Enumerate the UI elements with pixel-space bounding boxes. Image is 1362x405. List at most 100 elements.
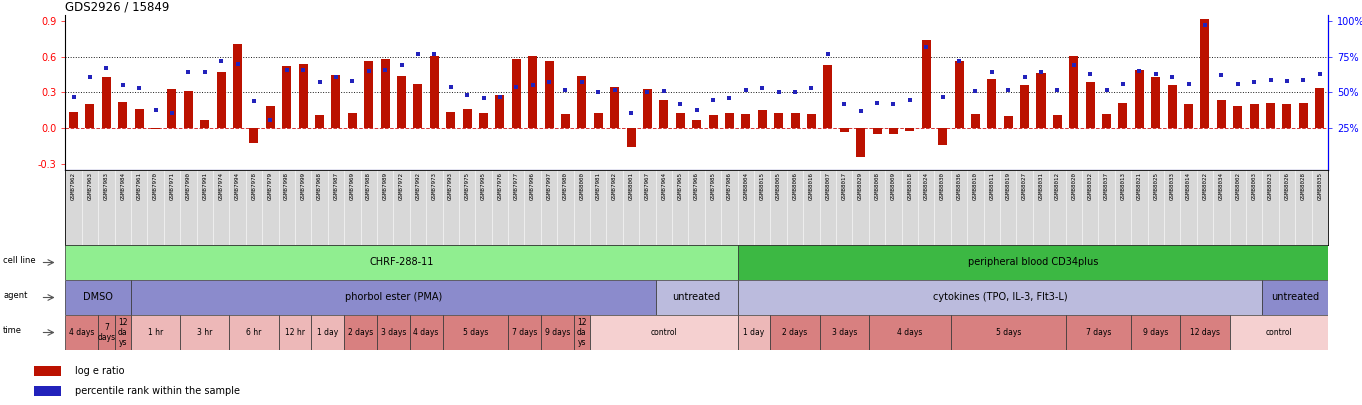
Bar [738, 280, 1263, 315]
Point [358, 68, 380, 74]
Bar [987, 79, 997, 128]
Bar [331, 75, 340, 128]
Text: GSM87988: GSM87988 [366, 172, 372, 200]
Bar [1102, 114, 1111, 128]
Text: 2 days: 2 days [347, 328, 373, 337]
Bar [873, 128, 881, 134]
Bar [217, 72, 226, 128]
Point [948, 58, 970, 64]
Point [866, 99, 888, 106]
Text: GSM88024: GSM88024 [923, 172, 929, 200]
Text: GSM87964: GSM87964 [662, 172, 666, 200]
Point [1194, 22, 1216, 28]
Bar [1036, 73, 1046, 128]
Bar [590, 315, 738, 350]
Bar [1135, 70, 1144, 128]
Bar [771, 315, 820, 350]
Point [242, 98, 264, 104]
Point [375, 66, 396, 73]
Text: GSM88002: GSM88002 [1235, 172, 1241, 200]
Text: GSM88025: GSM88025 [1154, 172, 1158, 200]
Text: 12
da
ys: 12 da ys [118, 318, 128, 347]
Point [63, 94, 84, 100]
Text: GSM87963: GSM87963 [87, 172, 93, 200]
Text: GSM88030: GSM88030 [940, 172, 945, 200]
Bar [200, 120, 210, 128]
Point [342, 78, 364, 84]
Point [620, 109, 642, 116]
Bar [102, 77, 110, 128]
Bar [479, 113, 488, 128]
Text: GSM87979: GSM87979 [268, 172, 272, 200]
Text: log e ratio: log e ratio [75, 366, 124, 376]
Bar [676, 113, 685, 128]
Bar [180, 315, 229, 350]
Bar [151, 128, 161, 130]
Bar [347, 113, 357, 128]
Text: GSM88003: GSM88003 [1252, 172, 1257, 200]
Bar [345, 315, 377, 350]
Text: 9 days: 9 days [1143, 328, 1169, 337]
Text: percentile rank within the sample: percentile rank within the sample [75, 386, 240, 396]
Text: control: control [1265, 328, 1293, 337]
Bar [655, 280, 738, 315]
Bar [806, 114, 816, 128]
Bar [627, 128, 636, 147]
Text: GSM88031: GSM88031 [1038, 172, 1043, 200]
Text: GSM87976: GSM87976 [497, 172, 503, 200]
Point [801, 85, 823, 92]
Text: GSM87986: GSM87986 [727, 172, 731, 200]
Text: GSM88000: GSM88000 [579, 172, 584, 200]
Bar [1086, 82, 1095, 128]
Bar [971, 114, 979, 128]
Bar [938, 128, 947, 145]
Bar [1053, 115, 1062, 128]
Text: GSM87997: GSM87997 [546, 172, 552, 200]
Text: GSM87974: GSM87974 [219, 172, 223, 200]
Text: GSM88013: GSM88013 [1121, 172, 1125, 200]
Bar [380, 59, 390, 128]
Point [1260, 77, 1282, 83]
Point [161, 109, 183, 116]
Bar [889, 128, 898, 134]
Bar [643, 89, 652, 128]
Point [95, 65, 117, 71]
Text: GSM88015: GSM88015 [760, 172, 764, 200]
Text: 4 days: 4 days [69, 328, 94, 337]
Bar [282, 66, 291, 128]
Text: GSM87992: GSM87992 [415, 172, 421, 200]
Text: GSM88036: GSM88036 [956, 172, 962, 200]
Point [554, 86, 576, 93]
Bar [98, 315, 114, 350]
Text: 3 hr: 3 hr [197, 328, 212, 337]
Text: GSM87977: GSM87977 [513, 172, 519, 200]
Point [407, 51, 429, 57]
Bar [131, 315, 180, 350]
Text: GSM87972: GSM87972 [399, 172, 405, 200]
Point [571, 79, 592, 86]
Bar [1299, 103, 1308, 128]
Text: GSM87965: GSM87965 [678, 172, 682, 200]
Bar [312, 315, 345, 350]
Bar [229, 315, 279, 350]
Bar [1283, 104, 1291, 128]
Point [719, 95, 741, 102]
Text: CHRF-288-11: CHRF-288-11 [369, 258, 433, 267]
Text: agent: agent [3, 291, 27, 300]
Bar [118, 102, 127, 128]
Point [309, 79, 331, 86]
Point [259, 117, 281, 123]
Text: 7 days: 7 days [1086, 328, 1111, 337]
Point [193, 69, 215, 76]
Point [112, 82, 133, 89]
Point [489, 94, 511, 100]
Bar [377, 315, 410, 350]
Bar [443, 315, 508, 350]
Bar [279, 315, 312, 350]
Text: untreated: untreated [673, 292, 720, 303]
Point [293, 66, 315, 73]
Bar [315, 115, 324, 128]
Text: GSM88035: GSM88035 [1317, 172, 1323, 200]
Text: phorbol ester (PMA): phorbol ester (PMA) [345, 292, 441, 303]
Bar [131, 280, 655, 315]
